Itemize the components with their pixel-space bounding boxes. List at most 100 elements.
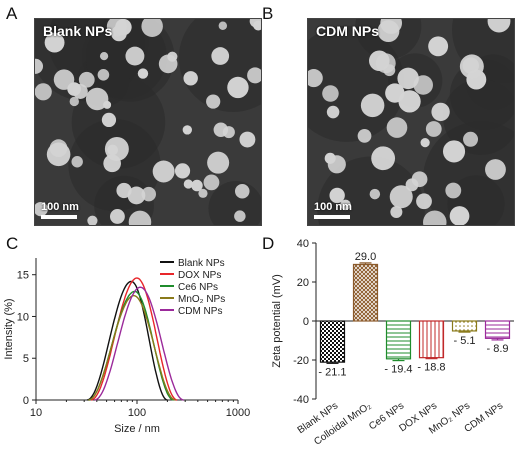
- tem-particle: [449, 206, 470, 225]
- tem-particle: [462, 57, 479, 74]
- tem-particle: [207, 151, 230, 174]
- value-label: - 5.1: [453, 335, 475, 347]
- value-label: - 18.8: [417, 362, 445, 374]
- y-tick-label: 10: [17, 311, 29, 323]
- panel-letter-a: A: [6, 4, 18, 23]
- legend-label: DOX NPs: [178, 270, 221, 281]
- tem-particle: [85, 87, 109, 111]
- legend-label: CDM NPs: [178, 306, 222, 317]
- y-tick-label: 20: [297, 277, 309, 289]
- value-label: - 21.1: [318, 366, 346, 378]
- tem-particle: [329, 187, 345, 204]
- tem-particle: [49, 139, 68, 158]
- tem-particle: [234, 183, 250, 199]
- tem-particle: [87, 215, 98, 225]
- tem-particle: [67, 82, 81, 96]
- panel-letter-b: B: [262, 4, 274, 23]
- y-tick-label: -20: [293, 355, 309, 367]
- tem-particle: [239, 131, 256, 148]
- bar: [451, 320, 478, 332]
- tem-particle: [247, 67, 261, 84]
- legend-label: Blank NPs: [178, 258, 225, 269]
- tem-shading: [443, 78, 514, 155]
- tem-particle: [390, 205, 403, 218]
- tem-particle: [106, 19, 127, 37]
- value-label: - 19.4: [384, 364, 412, 376]
- tem-particle: [71, 156, 83, 168]
- tem-particle: [206, 94, 221, 109]
- tem-micrograph: [35, 19, 261, 225]
- series-line: [94, 286, 184, 401]
- y-tick-label: 40: [297, 238, 309, 250]
- tem-particle: [249, 19, 261, 28]
- tem-particle: [340, 199, 351, 211]
- tem-particle: [389, 185, 413, 209]
- bar: [352, 263, 379, 322]
- scale-bar-text: 100 nm: [314, 201, 352, 213]
- tem-particle: [428, 36, 449, 57]
- tem-particle: [398, 90, 421, 113]
- tem-particle: [234, 210, 246, 222]
- tem-particle: [141, 186, 157, 202]
- tem-particle: [183, 179, 193, 189]
- tem-particle: [308, 69, 323, 88]
- size-distribution-chart: 0 5 10 15 10 100 1000 Size / nm Intensity (%) Bla…: [3, 258, 250, 435]
- y-tick-label: 0: [303, 316, 309, 328]
- tem-particle: [369, 188, 381, 200]
- tem-particle: [69, 96, 79, 107]
- tem-particle: [167, 51, 178, 62]
- value-label: 29.0: [355, 251, 376, 263]
- tem-particle: [380, 19, 403, 34]
- series-line: [90, 277, 178, 401]
- tem-particle: [322, 85, 339, 102]
- tem-particle: [218, 21, 228, 30]
- panel-letter-c: C: [6, 234, 19, 253]
- tem-particle: [103, 154, 121, 173]
- scale-bar-line: [314, 215, 350, 219]
- x-tick-label: 100: [128, 407, 146, 419]
- tem-particle: [420, 138, 430, 148]
- tem-particle: [463, 131, 479, 147]
- tem-particle: [466, 69, 487, 90]
- tem-particle: [141, 19, 163, 37]
- tem-particle: [109, 209, 125, 224]
- tem-particle: [222, 126, 235, 139]
- tem-particle: [397, 67, 419, 90]
- tem-particle: [411, 171, 428, 188]
- tem-particle: [487, 19, 511, 33]
- tem-particle: [97, 69, 110, 81]
- tem-particle: [125, 46, 145, 66]
- tem-particle: [416, 193, 432, 210]
- value-label: - 8.9: [486, 343, 508, 355]
- scale-bar-line: [41, 215, 77, 219]
- tem-label: Blank NPs: [43, 23, 113, 39]
- tem-particle: [101, 112, 117, 128]
- tem-particle: [326, 105, 340, 119]
- series-line: [86, 280, 168, 401]
- tem-particle: [116, 182, 132, 199]
- tem-particle: [78, 71, 95, 88]
- tem-particle: [191, 179, 203, 192]
- tem-image-cdm-nps: CDM NPs 100 nm: [307, 18, 515, 226]
- tem-particle: [137, 68, 149, 79]
- scale-bar-text: 100 nm: [41, 201, 79, 213]
- tem-particle: [357, 128, 372, 143]
- tem-particle: [371, 146, 396, 171]
- tem-image-blank-nps: Blank NPs 100 nm: [34, 18, 262, 226]
- tem-particle: [35, 201, 48, 217]
- legend-label: Ce6 NPs: [178, 282, 218, 293]
- bar: [385, 320, 412, 360]
- y-tick-label: -40: [293, 394, 309, 406]
- tem-particle: [152, 160, 175, 183]
- tem-micrograph: [308, 19, 514, 225]
- y-tick-label: 5: [23, 353, 29, 365]
- tem-particle: [442, 140, 466, 163]
- tem-particle: [174, 163, 191, 179]
- tem-particle: [44, 32, 65, 53]
- x-tick-label: 1000: [226, 407, 250, 419]
- tem-particle: [425, 121, 442, 137]
- tem-particle: [431, 102, 450, 122]
- tem-particle: [445, 182, 462, 199]
- tem-particle: [107, 144, 118, 156]
